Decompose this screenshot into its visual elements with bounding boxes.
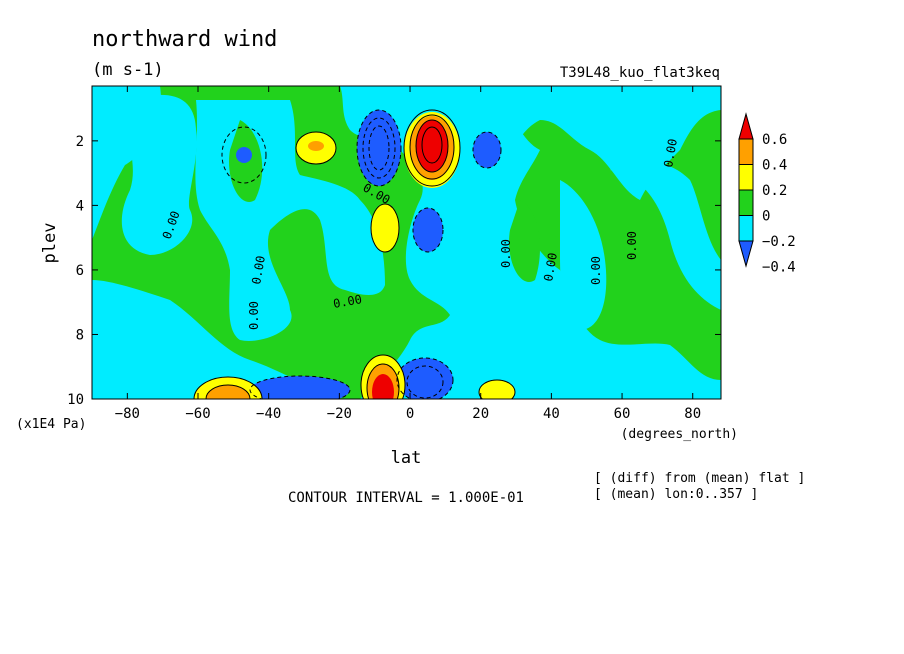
x-tick-label: −80 — [115, 406, 140, 422]
pos-core — [206, 385, 250, 399]
neg-region — [560, 180, 607, 330]
neg-region — [121, 94, 197, 256]
y-tick-label: 10 — [67, 392, 84, 408]
colorbar-segment — [738, 164, 754, 191]
colorbar-segment — [738, 240, 754, 268]
contour-label: 0.00 — [625, 231, 639, 260]
x-tick-label: 0 — [406, 406, 414, 422]
contour-label: 0.00 — [249, 255, 268, 286]
neg-region — [92, 280, 330, 399]
pos-core — [372, 374, 394, 399]
neg-core — [236, 147, 252, 163]
chart-title: northward wind — [92, 27, 277, 52]
pos-core — [479, 380, 515, 399]
contour-label: 0.00 — [661, 138, 680, 169]
note-line: [ (mean) lon:0..357 ] — [594, 487, 758, 502]
x-tick-label: 60 — [614, 406, 631, 422]
pos-region — [288, 230, 319, 291]
pos-core — [371, 204, 399, 252]
x-tick-label: 20 — [472, 406, 489, 422]
contour-label: 0.00 — [332, 292, 363, 311]
run-label: T39L48_kuo_flat3keq — [560, 65, 720, 81]
contour-label: 0.00 — [247, 301, 261, 330]
neg-core — [413, 208, 443, 252]
x-unit-label: (degrees_north) — [621, 427, 738, 442]
colorbar-label: 0 — [762, 209, 770, 225]
x-tick-label: −60 — [185, 406, 210, 422]
x-tick-label: −20 — [327, 406, 352, 422]
chart-units: (m s-1) — [92, 60, 164, 80]
contour-lines — [193, 109, 516, 399]
y-tick-label: 8 — [76, 327, 84, 343]
y-unit-label: (x1E4 Pa) — [16, 417, 86, 432]
plot-frame — [91, 85, 722, 400]
contour-field — [92, 86, 721, 399]
y-tick-label: 4 — [76, 198, 84, 214]
colorbar-segment — [738, 138, 754, 165]
neg-core — [473, 132, 501, 168]
contour-interval: CONTOUR INTERVAL = 1.000E-01 — [288, 490, 524, 506]
y-tick-label: 2 — [76, 134, 84, 150]
colorbar: 0.6 0.4 0.2 0 −0.2 −0.4 — [738, 112, 796, 276]
colorbar-label: 0.4 — [762, 158, 787, 174]
x-tick-label: −40 — [256, 406, 281, 422]
x-axis: −80 −60 −40 −20 0 20 40 60 80 — [115, 86, 701, 422]
x-tick-label: 40 — [543, 406, 560, 422]
colorbar-label: −0.4 — [762, 260, 796, 276]
neg-core — [397, 358, 453, 399]
neg-core — [357, 110, 401, 186]
note-line: [ (diff) from (mean) flat ] — [594, 471, 805, 486]
y-axis: 2 4 6 8 10 — [67, 134, 721, 408]
x-tick-label: 80 — [684, 406, 701, 422]
x-axis-label: lat — [391, 448, 422, 468]
contour-label: 0.00 — [499, 239, 513, 268]
pos-core — [308, 141, 324, 151]
neg-core — [250, 376, 350, 399]
y-axis-label: plev — [40, 223, 60, 264]
contour-label: 0.00 — [541, 252, 560, 283]
pos-region — [509, 200, 540, 282]
negative-contours — [221, 109, 502, 399]
colorbar-label: −0.2 — [762, 234, 796, 250]
contour-label: 0.00 — [589, 256, 603, 285]
neg-region — [610, 161, 721, 310]
colorbar-segment — [738, 189, 754, 216]
colorbar-label: 0.6 — [762, 132, 787, 148]
colorbar-label: 0.2 — [762, 183, 787, 199]
y-tick-label: 6 — [76, 263, 84, 279]
colorbar-segment — [738, 215, 754, 242]
colorbar-segment — [738, 112, 754, 140]
